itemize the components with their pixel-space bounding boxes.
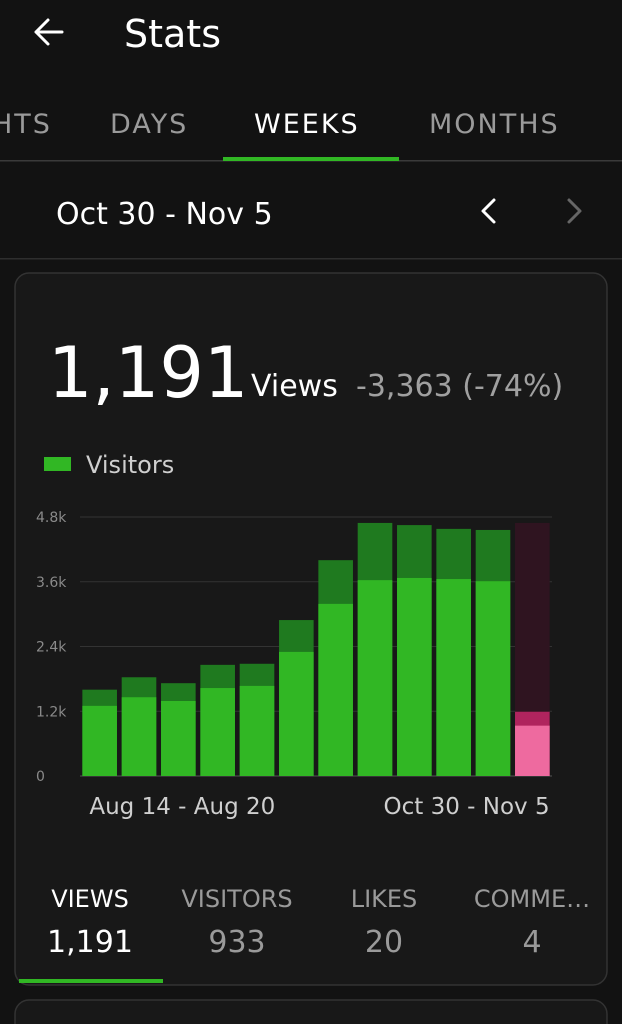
next-button[interactable]: [567, 198, 582, 224]
bar: [82, 705, 117, 776]
stat-value: 4: [522, 925, 541, 960]
bar: [318, 603, 353, 776]
tab[interactable]: DAYS: [110, 109, 188, 140]
divider: [0, 258, 622, 260]
bar: [397, 577, 432, 776]
summary-unit: Views: [251, 369, 338, 404]
bar: [515, 725, 550, 776]
previous-button[interactable]: [481, 198, 496, 224]
stat-label[interactable]: VISITORS: [181, 885, 292, 913]
tab-indicator: [223, 157, 399, 161]
summary-change: -3,363 (-74%): [356, 369, 563, 404]
period-label: Oct 30 - Nov 5: [56, 197, 273, 232]
stat-value: 1,191: [47, 925, 133, 960]
x-tick-label: Aug 14 - Aug 20: [89, 794, 275, 820]
stat-value: 933: [208, 925, 265, 960]
bar: [436, 579, 471, 776]
back-button[interactable]: [34, 18, 64, 46]
screen-title: Stats: [124, 12, 221, 56]
tab[interactable]: MONTHS: [429, 109, 560, 140]
tab-selected[interactable]: WEEKS: [254, 109, 360, 140]
bar: [161, 700, 196, 776]
bar: [475, 581, 511, 776]
bar: [121, 697, 157, 776]
bar: [200, 688, 235, 776]
y-tick-label: 1.2k: [36, 704, 67, 720]
x-tick-label: Oct 30 - Nov 5: [384, 794, 550, 820]
stat-label[interactable]: VIEWS: [51, 885, 129, 913]
bar: [239, 685, 275, 776]
legend-swatch: [44, 457, 71, 471]
stats-row: VIEWS 1,191 VISITORS 933 LIKES 20 COMME… 4: [47, 885, 590, 960]
legend-label: Visitors: [86, 451, 174, 479]
y-tick-label: 2.4k: [36, 640, 67, 656]
stat-value: 20: [365, 925, 403, 960]
bar: [357, 580, 393, 776]
y-tick-label: 0: [36, 769, 45, 785]
stat-label[interactable]: LIKES: [351, 885, 418, 913]
y-tick-label: 4.8k: [36, 510, 67, 526]
card: [14, 999, 608, 1024]
stat-indicator: [19, 979, 163, 983]
summary-value: 1,191: [48, 332, 248, 414]
bar: [279, 651, 314, 776]
y-tick-label: 3.6k: [36, 575, 67, 591]
chart: 0 1.2k 2.4k 3.6k 4.8k Visitors Aug 14 - Aug 20…: [36, 451, 552, 820]
tab[interactable]: HTS: [0, 109, 52, 140]
stat-label[interactable]: COMME…: [474, 885, 590, 913]
